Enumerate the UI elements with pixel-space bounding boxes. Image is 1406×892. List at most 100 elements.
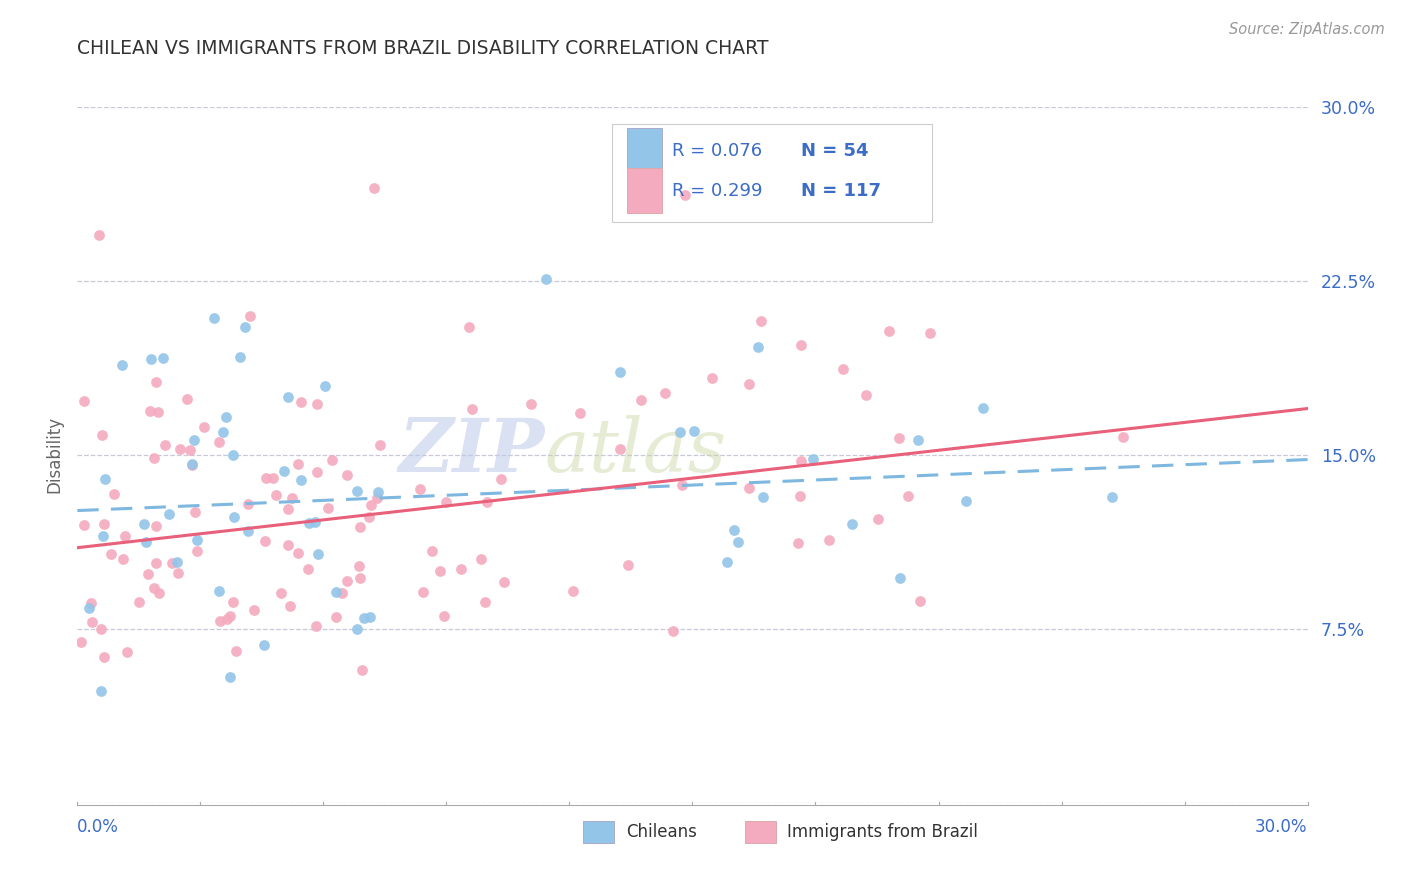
Text: atlas: atlas xyxy=(546,415,727,488)
Point xyxy=(336,467,359,482)
Point xyxy=(277,538,299,552)
Point xyxy=(225,644,247,658)
Point xyxy=(671,478,693,492)
Point xyxy=(832,362,855,376)
Point xyxy=(236,524,259,538)
Point xyxy=(457,320,479,334)
Point xyxy=(752,491,775,505)
Point xyxy=(111,358,134,372)
Point xyxy=(723,523,745,537)
Point xyxy=(176,392,198,406)
Point xyxy=(90,622,112,636)
Point xyxy=(662,624,685,639)
Point xyxy=(253,534,276,549)
Point xyxy=(1112,430,1135,444)
Point xyxy=(157,508,180,522)
Point xyxy=(429,564,451,578)
Point xyxy=(298,516,321,531)
Point xyxy=(1101,490,1123,504)
Point xyxy=(352,663,374,677)
Point xyxy=(270,586,292,600)
Point xyxy=(80,615,103,629)
Point xyxy=(786,536,808,550)
Point xyxy=(609,442,631,456)
Point xyxy=(239,309,262,323)
Point xyxy=(117,645,139,659)
Point xyxy=(112,552,135,566)
Point xyxy=(747,340,769,354)
Point xyxy=(368,437,391,451)
Point xyxy=(367,484,389,499)
Point xyxy=(222,509,245,524)
Point xyxy=(287,457,309,471)
Point xyxy=(436,495,458,509)
Point xyxy=(489,472,512,486)
Point xyxy=(790,337,813,351)
Point xyxy=(219,608,242,623)
Point xyxy=(77,601,100,615)
Point xyxy=(738,481,761,495)
Point xyxy=(360,498,382,512)
Point xyxy=(103,486,125,500)
Point xyxy=(236,497,259,511)
Point xyxy=(887,431,910,445)
Point xyxy=(160,557,183,571)
Text: Immigrants from Brazil: Immigrants from Brazil xyxy=(787,822,979,841)
Point xyxy=(179,443,201,458)
Point xyxy=(669,425,692,439)
Point xyxy=(253,638,276,652)
Point xyxy=(325,585,347,599)
Point xyxy=(879,324,901,338)
Point xyxy=(363,181,385,195)
Point xyxy=(152,351,174,365)
Point xyxy=(91,428,114,442)
Point xyxy=(609,365,631,379)
Point xyxy=(727,535,749,549)
Point xyxy=(562,583,585,598)
Point xyxy=(166,555,188,569)
Text: N = 54: N = 54 xyxy=(801,142,869,160)
Text: ZIP: ZIP xyxy=(398,415,546,488)
Point xyxy=(353,611,375,625)
Point xyxy=(186,533,208,548)
Point xyxy=(818,533,841,547)
Text: R = 0.076: R = 0.076 xyxy=(672,142,762,160)
Point xyxy=(264,488,287,502)
Text: CHILEAN VS IMMIGRANTS FROM BRAZIL DISABILITY CORRELATION CHART: CHILEAN VS IMMIGRANTS FROM BRAZIL DISABI… xyxy=(77,39,769,58)
Point xyxy=(325,610,347,624)
Point xyxy=(409,482,432,496)
Point xyxy=(420,544,443,558)
Point xyxy=(155,438,177,452)
Point xyxy=(305,619,328,633)
Point xyxy=(534,272,557,286)
Point xyxy=(73,394,96,409)
Point xyxy=(366,491,388,505)
Point xyxy=(304,515,326,529)
Point xyxy=(183,434,205,448)
Point xyxy=(307,397,329,411)
Point xyxy=(136,566,159,581)
Point xyxy=(789,489,811,503)
Point xyxy=(277,390,299,404)
Point xyxy=(920,326,942,341)
Point xyxy=(139,404,162,418)
Point xyxy=(181,457,204,471)
Point xyxy=(145,375,167,389)
Point xyxy=(897,489,920,503)
Point xyxy=(305,465,328,479)
Point xyxy=(868,512,890,526)
Point xyxy=(208,583,231,598)
Point xyxy=(630,392,652,407)
Text: Source: ZipAtlas.com: Source: ZipAtlas.com xyxy=(1229,22,1385,37)
Text: R = 0.299: R = 0.299 xyxy=(672,182,762,200)
Point xyxy=(330,586,353,600)
Point xyxy=(316,501,339,516)
Point xyxy=(148,585,170,599)
Bar xyxy=(627,128,662,173)
Point xyxy=(349,571,371,585)
Point xyxy=(215,409,238,424)
Point xyxy=(683,424,706,438)
Point xyxy=(262,471,284,485)
Point xyxy=(135,535,157,549)
Point xyxy=(233,320,256,334)
